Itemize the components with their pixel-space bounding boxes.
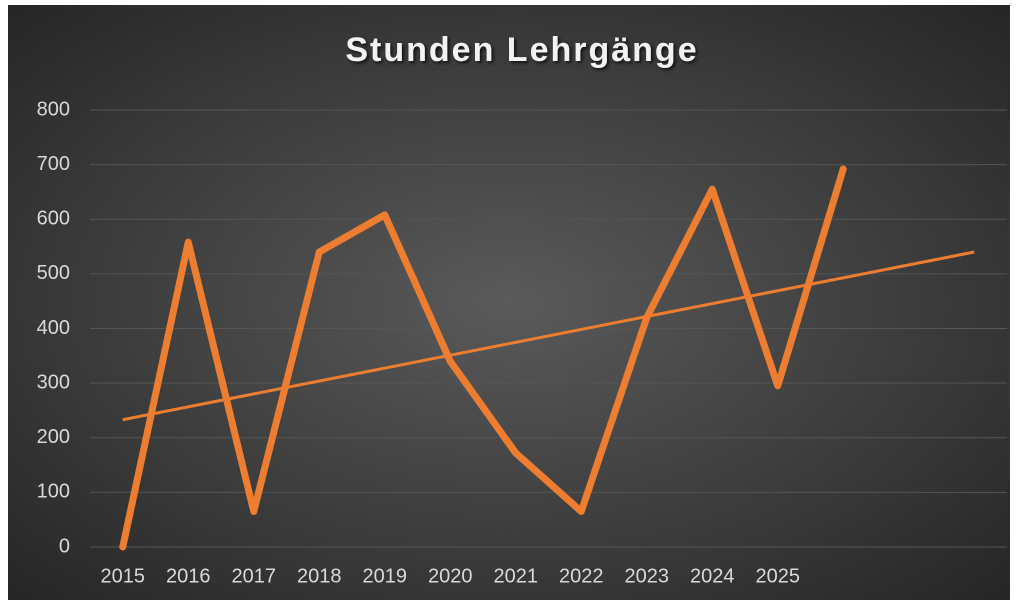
chart-background [8,5,1010,600]
x-tick-label: 2017 [232,565,277,587]
y-tick-label: 400 [37,317,70,339]
y-tick-label: 0 [59,535,70,557]
x-tick-label: 2023 [625,565,670,587]
chart-title: Stunden Lehrgänge [345,31,698,69]
data-line [119,165,847,551]
y-tick-label: 600 [37,208,70,230]
y-tick-label: 100 [37,481,70,503]
x-tick-label: 2022 [559,565,604,587]
y-tick-label: 800 [37,98,70,120]
x-tick-label: 2015 [101,565,146,587]
trendline [122,250,975,422]
x-tick-label: 2016 [166,565,211,587]
x-tick-label: 2025 [756,565,801,587]
y-tick-label: 500 [37,262,70,284]
y-tick-label: 700 [37,153,70,175]
x-tick-label: 2024 [690,565,735,587]
x-tick-label: 2019 [363,565,408,587]
x-tick-label: 2020 [428,565,473,587]
x-tick-label: 2021 [494,565,539,587]
x-tick-label: 2018 [297,565,342,587]
y-tick-label: 300 [37,371,70,393]
y-tick-label: 200 [37,426,70,448]
